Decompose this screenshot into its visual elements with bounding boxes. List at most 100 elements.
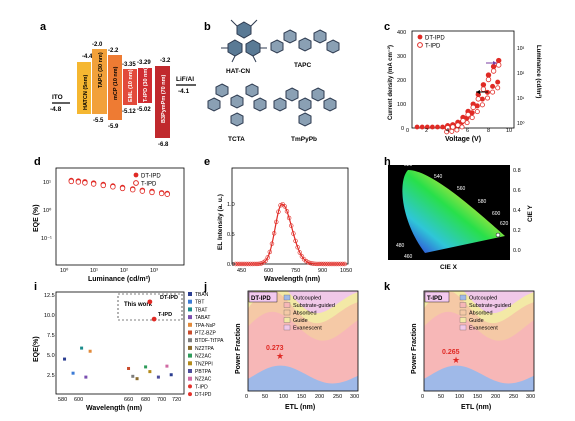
el-spectrum-point [267, 249, 273, 255]
el-spectrum-point [295, 245, 300, 250]
d-point-tipd [90, 181, 97, 187]
el-spectrum-point [286, 215, 292, 221]
k-legend-swatch [459, 302, 467, 308]
c-rtick-2: 10¹ [517, 96, 525, 102]
el-spectrum-point [252, 261, 258, 267]
molecular-structures [207, 19, 340, 127]
i-legend-label: TBAN [195, 292, 209, 298]
hatcn-structure [221, 19, 267, 63]
j-area-group [248, 291, 358, 391]
el-axes-frame [231, 167, 349, 265]
d-ytick-01: 10⁻¹ [41, 236, 52, 242]
c-point-tipd [455, 122, 461, 128]
el-spectrum-point [250, 261, 255, 267]
c-ylabel-right: Luminance (cd/m²) [535, 45, 542, 98]
el-spectrum-point [310, 261, 315, 266]
layer-eml-top: -3.35 [122, 62, 136, 68]
j-marker-star: ★ [276, 351, 284, 361]
el-spectrum-point [329, 261, 335, 267]
c-point-tipd [465, 111, 471, 118]
el-spectrum-point [306, 260, 311, 265]
j-legend-label: Evanescent [293, 326, 322, 332]
panel-label-e: e [204, 156, 210, 168]
el-spectrum-point [237, 261, 243, 267]
c-lum-point-tipd [444, 129, 450, 135]
i-legend-marker [188, 299, 192, 304]
c-point-dtipd [485, 72, 492, 78]
i-legend-label: PBTPA [195, 369, 212, 375]
layer-tapc-bot: -5.5 [93, 118, 104, 124]
i-xlabel: Wavelength (nm) [86, 405, 142, 412]
h-ytick-08: 0.8 [513, 168, 521, 174]
eqe-series-group [68, 177, 170, 197]
d-ytick-10: 10¹ [43, 180, 51, 186]
el-spectrum-point [289, 223, 294, 228]
k-tag: T-IPD [427, 296, 443, 302]
j-tag-box [248, 291, 278, 303]
i-legend-label: T-IPD [195, 384, 208, 390]
i-legend-label: TPA-NsP [195, 323, 216, 329]
c-lum-point-dtipd [495, 79, 501, 85]
j-legend-label: Outcoupled [293, 296, 321, 302]
c-rtick-4: 10³ [517, 46, 525, 52]
d-ylabel: EQE (%) [33, 204, 40, 232]
c-point-low [440, 124, 445, 130]
i-legend-label: DT-IPD [195, 392, 212, 398]
el-spectrum-point [259, 261, 264, 266]
j-legend-swatch [283, 317, 291, 323]
c-lum-point-tipd [495, 85, 501, 91]
k-xtick-100: 100 [455, 394, 464, 400]
d-point-tipd [82, 180, 88, 186]
i-xtick-580: 580 [58, 397, 67, 403]
k-legend-swatch [459, 324, 467, 331]
j-xtick-0: 0 [245, 394, 248, 400]
d-point-tipd [75, 179, 82, 185]
el-spectrum-point [325, 261, 330, 267]
k-legend-label: Outcoupled [469, 296, 497, 302]
jvl-plot: DT-IPD T-IPD 0 2 4 6 8 10 0 100 200 300 … [387, 30, 542, 143]
i-point-this-work [147, 299, 153, 305]
jvl-series-group [414, 57, 502, 135]
c-ytick-200: 200 [397, 78, 406, 84]
el-spectrum-point [233, 261, 238, 267]
i-point-this-work [151, 316, 157, 322]
k-legend-label: Absorbed [469, 311, 493, 317]
c-lum-point-tipd [464, 120, 470, 126]
j-legend-swatch [283, 309, 291, 316]
el-spectrum-point [269, 241, 275, 246]
c-point-dtipd [496, 57, 502, 64]
h-ytick-02: 0.2 [513, 228, 521, 234]
layer-b3pympm [155, 66, 170, 138]
c-lum-point-dtipd [490, 83, 496, 89]
e-ytick-0: 0.0 [227, 262, 235, 268]
i-legend-marker [188, 307, 192, 312]
e-xlabel: Wavelength (nm) [264, 276, 320, 283]
i-point [80, 346, 84, 350]
e-ylabel: EL Intensity (a. u.) [217, 194, 224, 250]
el-spectrum-point [338, 261, 343, 267]
energy-level-diagram: ITO -4.8 -4.4 HATCN (5nm) -2.0 -5.5 TAPC… [50, 42, 196, 148]
tapc-label: TAPC [294, 62, 312, 69]
i-legend-label: NZ2AC [195, 377, 212, 383]
panel-label-b: b [204, 21, 211, 33]
i-legend-marker [188, 361, 192, 366]
d-xlabel: Luminance (cd/m²) [88, 276, 150, 283]
d-xtick-2: 10¹ [90, 268, 98, 274]
e-ytick-05: 0.5 [227, 232, 235, 238]
k-area-group [424, 291, 534, 391]
el-spectrum-point [299, 254, 305, 259]
c-lum-point-tipd [454, 127, 460, 133]
j-xtick-200: 200 [315, 394, 324, 400]
layer-tipd [138, 68, 152, 103]
i-legend-marker [188, 315, 192, 320]
i-legend-label: TNZPPI [195, 361, 213, 367]
j-xtick-300: 300 [350, 394, 359, 400]
i-point [156, 375, 160, 379]
tapc-structure [270, 29, 340, 54]
i-xtick-600: 600 [74, 397, 83, 403]
el-spectrum-point [256, 261, 262, 266]
h-ytick-00: 0.0 [513, 248, 521, 254]
i-point [148, 370, 152, 374]
arrow-right-head [493, 61, 497, 65]
